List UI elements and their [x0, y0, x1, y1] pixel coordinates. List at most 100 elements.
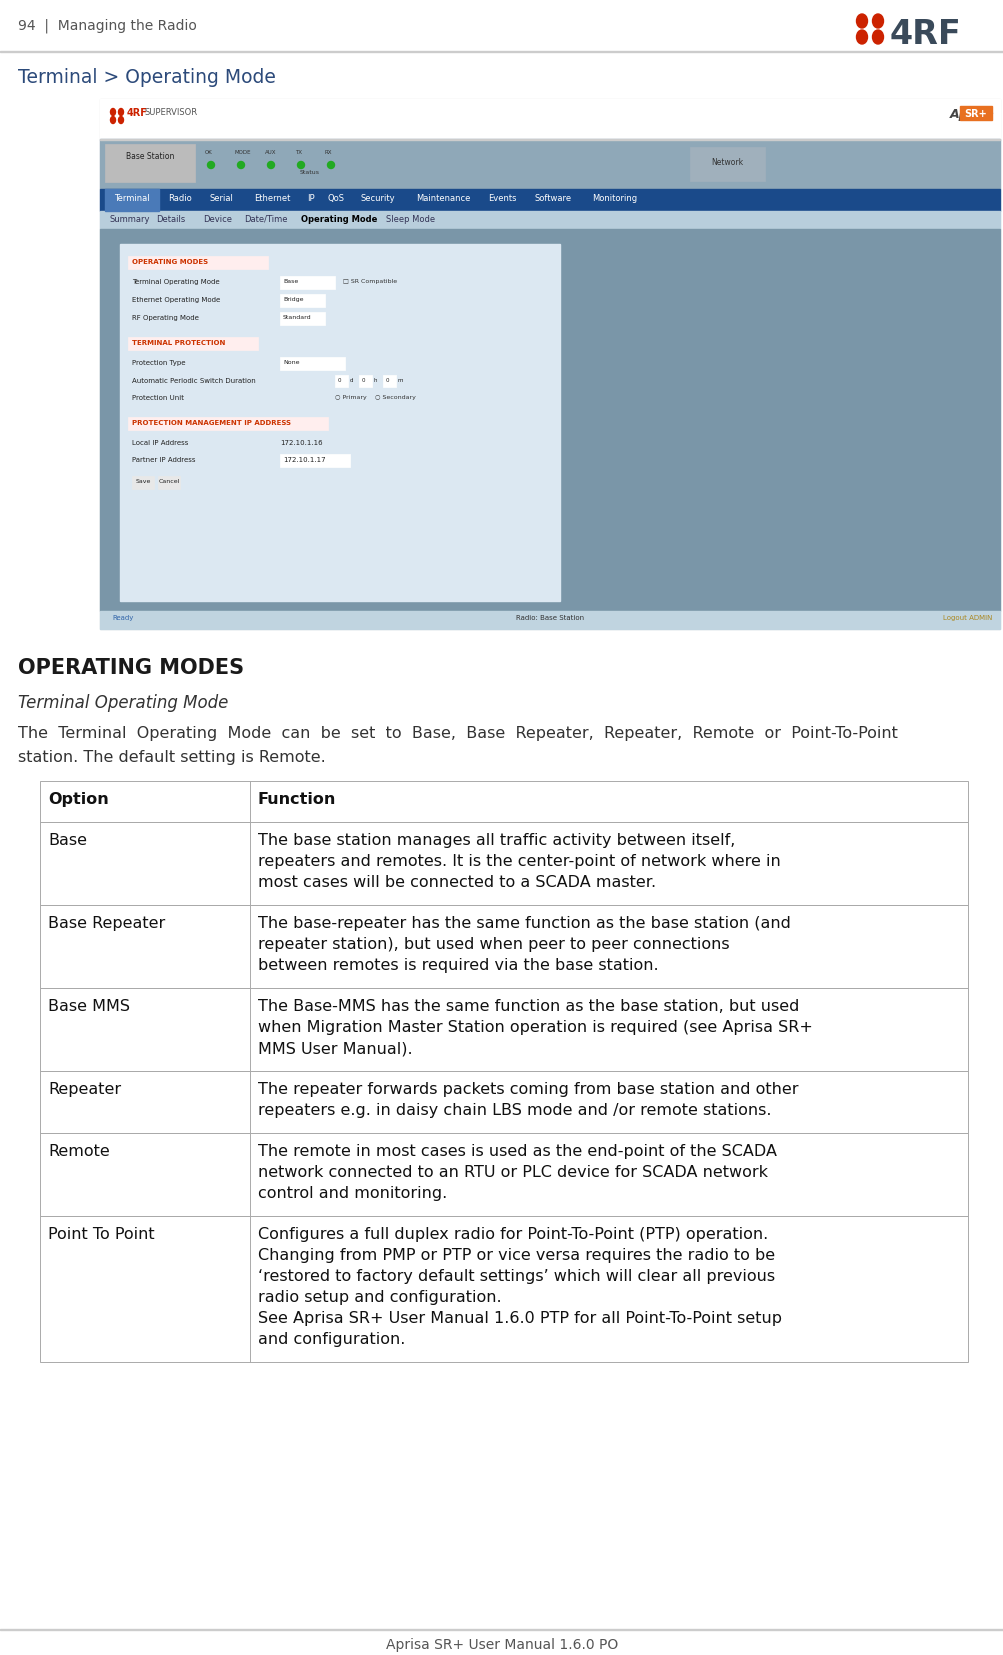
Bar	[100, 212, 999, 230]
Text: Software: Software	[534, 194, 571, 204]
Text: SR+: SR+	[964, 109, 986, 119]
Text: See Aprisa SR+ User Manual 1.6.0 PTP for all Point-To-Point setup: See Aprisa SR+ User Manual 1.6.0 PTP for…	[258, 1311, 781, 1326]
Text: 0: 0	[338, 377, 341, 382]
Text: Logout ADMIN: Logout ADMIN	[942, 614, 991, 621]
Text: repeaters e.g. in daisy chain LBS mode and /or remote stations.: repeaters e.g. in daisy chain LBS mode a…	[258, 1102, 770, 1117]
Text: repeater station), but used when peer to peer connections: repeater station), but used when peer to…	[258, 937, 729, 952]
Text: Base: Base	[48, 832, 87, 847]
Text: RF Operating Mode: RF Operating Mode	[131, 314, 199, 321]
Bar	[100, 99, 999, 141]
Bar	[335, 376, 348, 387]
Bar	[382, 376, 395, 387]
Bar	[40, 781, 967, 823]
Bar	[40, 1216, 967, 1362]
Text: Device: Device	[203, 215, 232, 223]
Text: ‘restored to factory default settings’ which will clear all previous: ‘restored to factory default settings’ w…	[258, 1268, 774, 1283]
Text: 0: 0	[362, 377, 365, 382]
Text: Point To Point: Point To Point	[48, 1226, 154, 1241]
Text: The repeater forwards packets coming from base station and other: The repeater forwards packets coming fro…	[258, 1081, 797, 1096]
Ellipse shape	[872, 15, 883, 30]
Text: The base-repeater has the same function as the base station (and: The base-repeater has the same function …	[258, 915, 790, 930]
Text: □ SR Compatible: □ SR Compatible	[343, 278, 397, 283]
Text: Save: Save	[135, 478, 150, 483]
Text: Protection Type: Protection Type	[131, 359, 186, 366]
Ellipse shape	[872, 31, 883, 45]
Text: Remote: Remote	[48, 1144, 109, 1158]
Bar	[100, 99, 999, 629]
Text: Radio: Radio	[168, 194, 192, 204]
Text: h: h	[374, 377, 377, 382]
Text: OK: OK	[205, 151, 213, 156]
Text: between remotes is required via the base station.: between remotes is required via the base…	[258, 958, 658, 973]
Text: radio setup and configuration.: radio setup and configuration.	[258, 1289, 502, 1304]
Text: Base Station: Base Station	[125, 152, 174, 161]
Text: Configures a full duplex radio for Point-To-Point (PTP) operation.: Configures a full duplex radio for Point…	[258, 1226, 767, 1241]
Text: Status: Status	[300, 170, 320, 175]
Text: TX: TX	[295, 151, 302, 156]
Text: and configuration.: and configuration.	[258, 1331, 405, 1346]
Bar	[40, 823, 967, 905]
Text: repeaters and remotes. It is the center-point of network where in: repeaters and remotes. It is the center-…	[258, 854, 780, 869]
Bar	[280, 357, 345, 371]
Bar	[40, 823, 967, 905]
Text: 4RF: 4RF	[126, 108, 147, 118]
Text: Option: Option	[48, 791, 108, 806]
Text: Bridge: Bridge	[283, 296, 303, 301]
Bar	[40, 1216, 967, 1362]
Text: Protection Unit: Protection Unit	[131, 396, 184, 401]
Text: Terminal > Operating Mode: Terminal > Operating Mode	[18, 68, 276, 88]
Text: The base station manages all traffic activity between itself,: The base station manages all traffic act…	[258, 832, 734, 847]
Ellipse shape	[208, 162, 215, 169]
Text: IP: IP	[307, 194, 315, 204]
Bar	[100, 190, 999, 212]
Bar	[127, 338, 258, 351]
Text: Maintenance: Maintenance	[415, 194, 469, 204]
Text: 4RF: 4RF	[889, 18, 961, 51]
Bar	[959, 108, 991, 121]
Bar	[127, 417, 328, 430]
Bar	[157, 477, 180, 490]
Text: Operating Mode: Operating Mode	[301, 215, 377, 223]
Text: The Base-MMS has the same function as the base station, but used: The Base-MMS has the same function as th…	[258, 998, 798, 1013]
Text: control and monitoring.: control and monitoring.	[258, 1185, 446, 1200]
Ellipse shape	[110, 109, 115, 116]
Bar	[100, 230, 999, 612]
Ellipse shape	[297, 162, 304, 169]
Text: Function: Function	[258, 791, 336, 806]
Bar	[40, 1134, 967, 1216]
Ellipse shape	[327, 162, 334, 169]
Text: 172.10.1.17: 172.10.1.17	[283, 457, 325, 463]
Text: Automatic Periodic Switch Duration: Automatic Periodic Switch Duration	[131, 377, 256, 384]
Bar	[40, 1134, 967, 1216]
Text: MMS User Manual).: MMS User Manual).	[258, 1041, 412, 1056]
Text: OPERATING MODES: OPERATING MODES	[131, 258, 208, 265]
Text: Ready: Ready	[112, 614, 133, 621]
Bar	[40, 781, 967, 823]
Text: The remote in most cases is used as the end-point of the SCADA: The remote in most cases is used as the …	[258, 1144, 776, 1158]
Ellipse shape	[856, 31, 867, 45]
Text: Terminal Operating Mode: Terminal Operating Mode	[18, 693, 228, 712]
Text: Ethernet: Ethernet	[254, 194, 290, 204]
Bar	[280, 313, 325, 326]
Text: RX: RX	[325, 151, 332, 156]
Ellipse shape	[856, 15, 867, 30]
Text: Ethernet Operating Mode: Ethernet Operating Mode	[131, 296, 220, 303]
Bar	[40, 905, 967, 988]
Text: 0: 0	[385, 377, 389, 382]
Text: Date/Time: Date/Time	[244, 215, 287, 223]
Text: Cancel: Cancel	[158, 478, 180, 483]
Text: Standard: Standard	[283, 314, 311, 319]
Text: Terminal Operating Mode: Terminal Operating Mode	[131, 278, 220, 285]
Text: Events: Events	[487, 194, 516, 204]
Ellipse shape	[118, 118, 123, 124]
Bar	[280, 295, 325, 308]
Text: Security: Security	[360, 194, 395, 204]
Text: Details: Details	[156, 215, 186, 223]
Bar	[280, 276, 335, 290]
Bar	[100, 612, 999, 629]
Bar	[120, 245, 560, 602]
Text: ○ Secondary: ○ Secondary	[375, 396, 415, 401]
Text: Base: Base	[283, 278, 298, 283]
Text: station. The default setting is Remote.: station. The default setting is Remote.	[18, 750, 325, 765]
Text: Base Repeater: Base Repeater	[48, 915, 165, 930]
